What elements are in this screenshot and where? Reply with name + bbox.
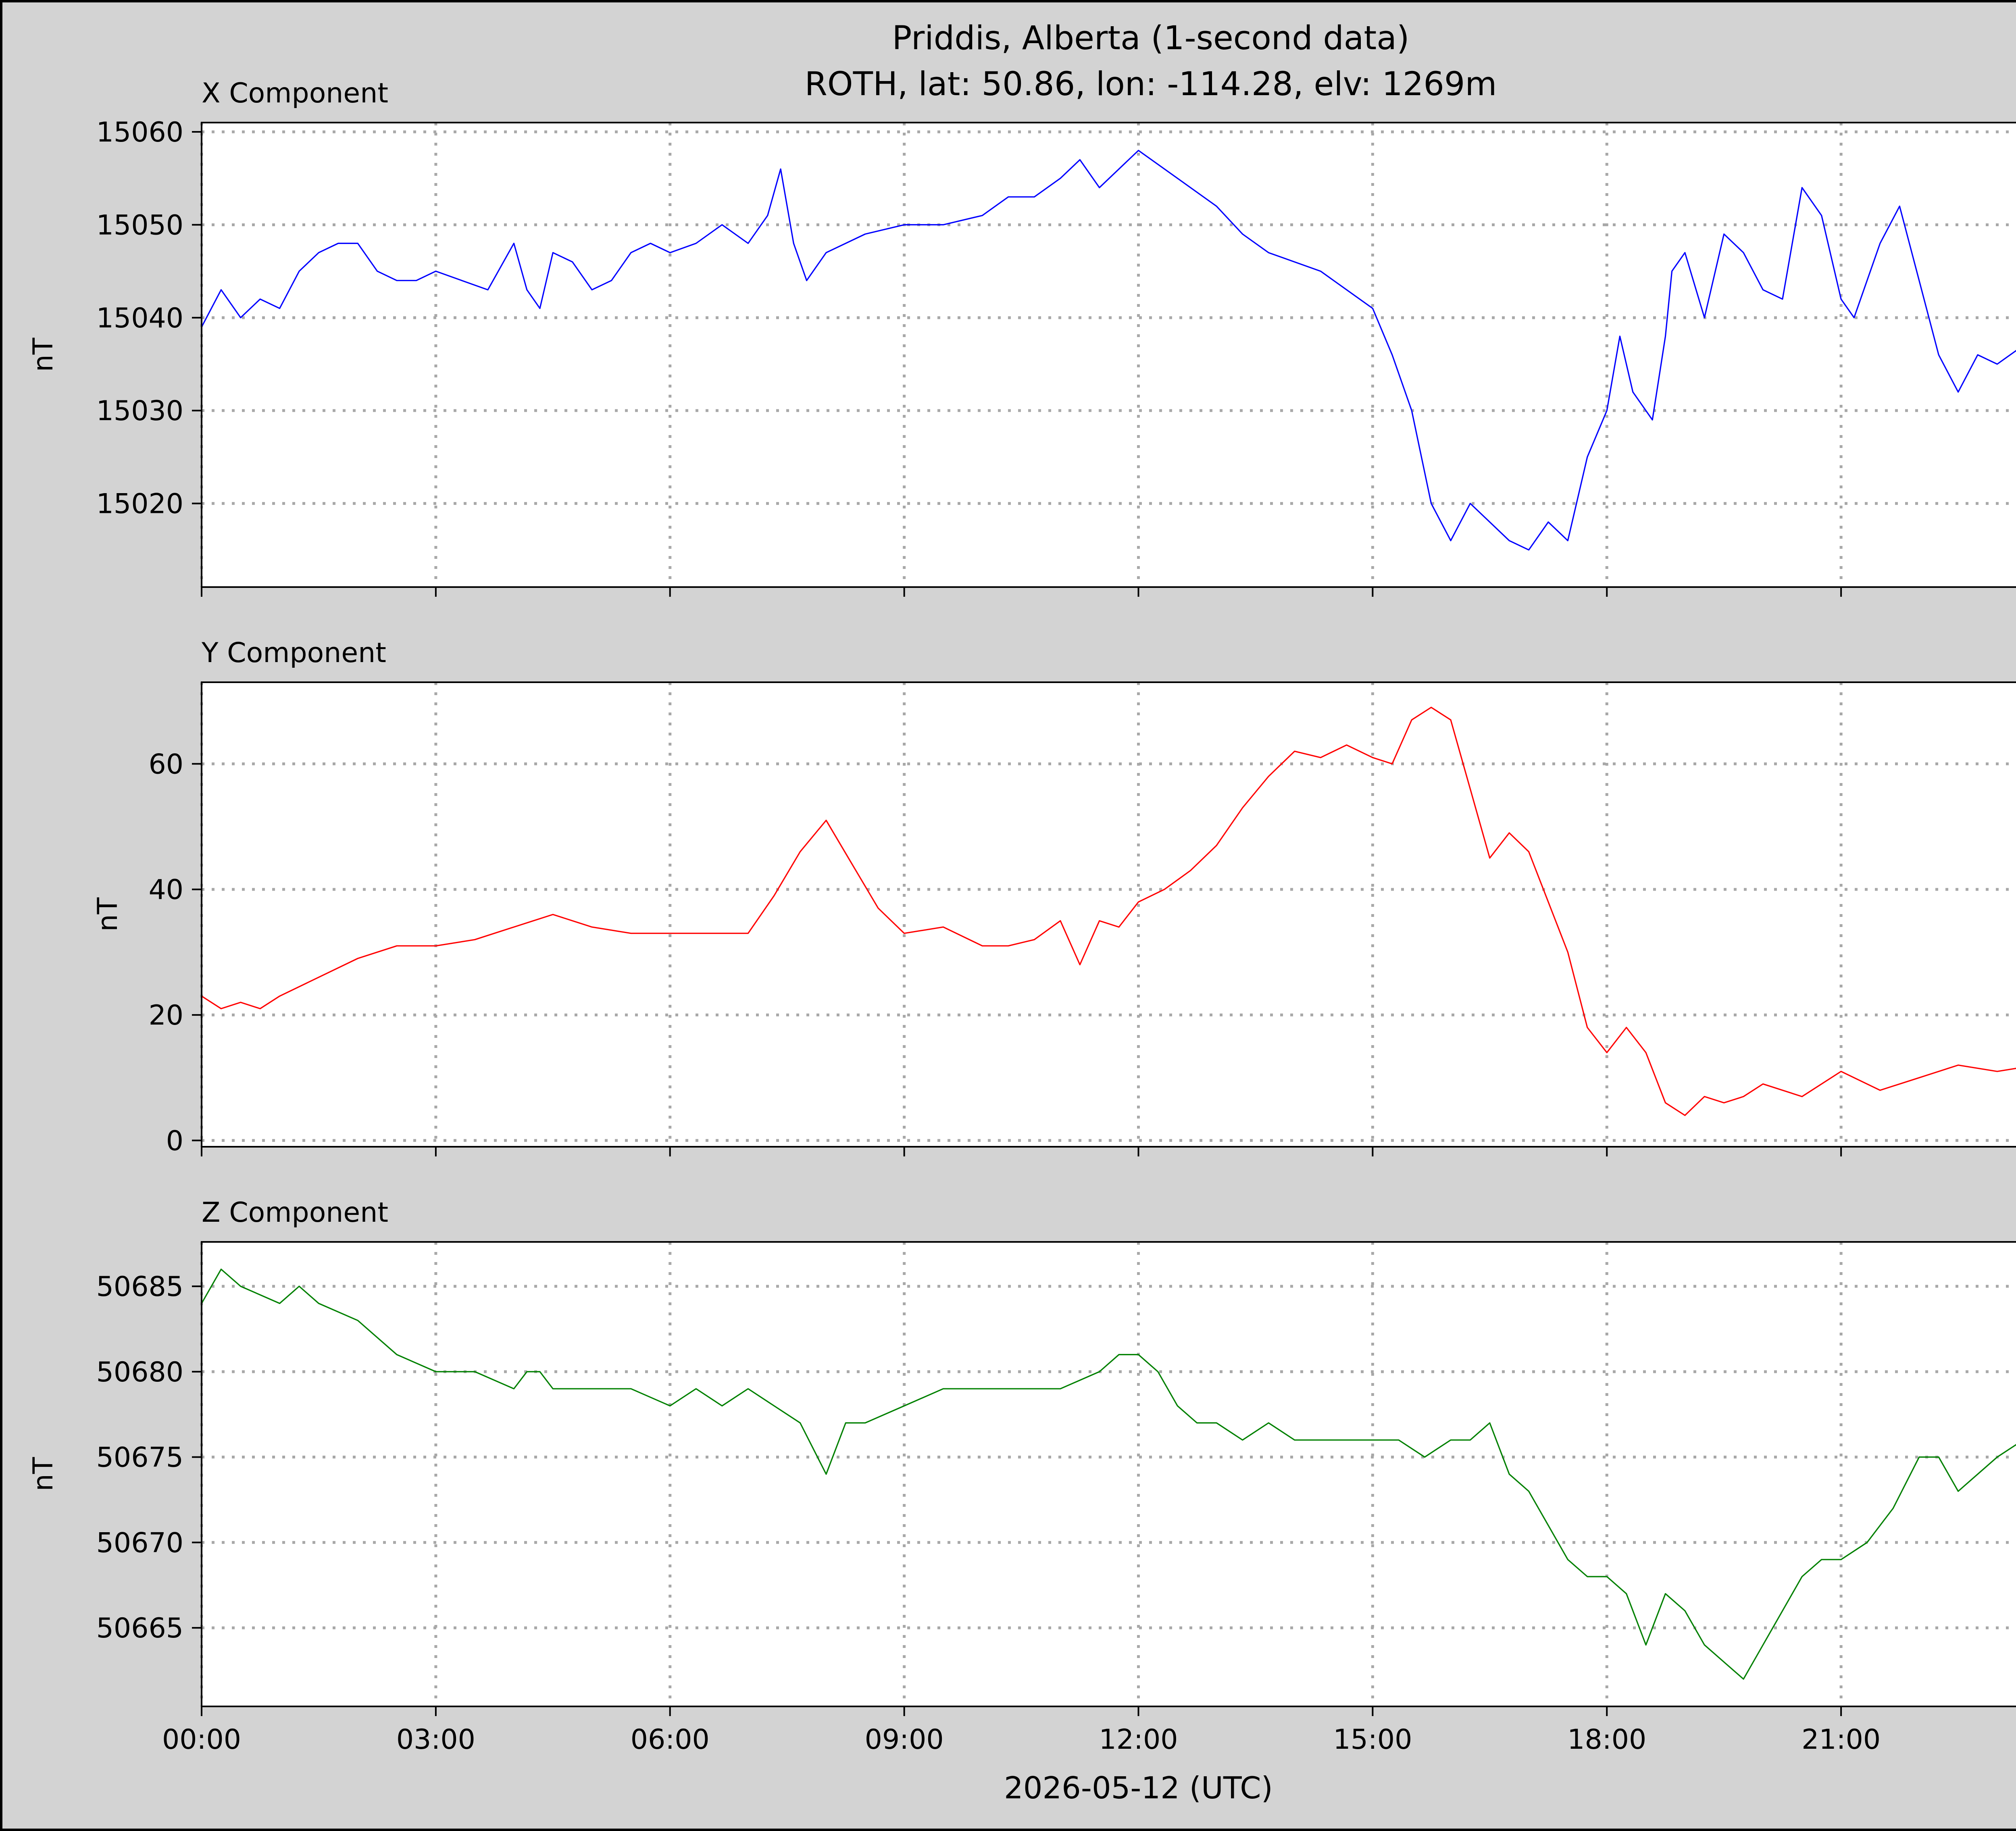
series-line-z-component bbox=[201, 1269, 2016, 1680]
figure-title-line2: ROTH, lat: 50.86, lon: -114.28, elv: 126… bbox=[805, 65, 1497, 103]
x-tick-label: 15:00 bbox=[1333, 1724, 1412, 1756]
y-tick-label: 50675 bbox=[96, 1442, 183, 1474]
x-tick-label: 06:00 bbox=[631, 1724, 710, 1756]
y-tick-label: 0 bbox=[166, 1125, 183, 1157]
x-axis-label: 2026-05-12 (UTC) bbox=[1004, 1770, 1273, 1806]
series-line-x-component bbox=[201, 150, 2016, 551]
panel-1: 15020 15030 15040 15050 15060 X Component nT bbox=[27, 77, 2016, 597]
x-tick-label: 12:00 bbox=[1099, 1724, 1178, 1756]
series-line-y-component bbox=[201, 706, 2016, 1116]
plot-area bbox=[202, 1242, 2016, 1706]
y-tick-label: 50680 bbox=[96, 1356, 183, 1388]
y-tick-label: 15060 bbox=[96, 117, 183, 148]
plot-frame bbox=[201, 681, 2016, 1148]
plot-frame bbox=[201, 122, 2016, 588]
panel-title: X Component bbox=[202, 77, 388, 109]
y-tick-label: 15050 bbox=[96, 209, 183, 241]
y-tick-label: 15020 bbox=[96, 488, 183, 520]
y-tick-label: 20 bbox=[148, 1000, 183, 1031]
panels: 15020 15030 15040 15050 15060 X Component nT 0 2… bbox=[27, 77, 2016, 1806]
panel-2: 0 20 40 60 Y Component nT bbox=[92, 637, 2016, 1157]
panel-title: Y Component bbox=[201, 637, 386, 669]
plot-frame bbox=[201, 1241, 2016, 1707]
y-tick-label: 15040 bbox=[96, 302, 183, 334]
y-tick-label: 50665 bbox=[96, 1612, 183, 1644]
x-tick-label: 03:00 bbox=[396, 1724, 475, 1756]
plot-area bbox=[202, 682, 2016, 1147]
y-tick-label: 40 bbox=[148, 874, 183, 906]
y-axis-label: nT bbox=[27, 1457, 59, 1491]
panel-3: 00:00 03:00 06:00 09:00 12:00 15:00 18:00 21:00… bbox=[27, 1197, 2016, 1806]
y-tick-label: 15030 bbox=[96, 395, 183, 427]
x-tick-label: 00:00 bbox=[162, 1724, 241, 1756]
panel-title: Z Component bbox=[202, 1197, 388, 1229]
x-tick-label: 21:00 bbox=[1801, 1724, 1881, 1756]
y-axis-label: nT bbox=[27, 337, 59, 372]
y-tick-label: 60 bbox=[148, 748, 183, 780]
x-tick-label: 09:00 bbox=[865, 1724, 944, 1756]
y-tick-label: 50670 bbox=[96, 1527, 183, 1559]
figure-title-line1: Priddis, Alberta (1-second data) bbox=[892, 19, 1410, 57]
x-tick-label: 18:00 bbox=[1567, 1724, 1646, 1756]
y-tick-label: 50685 bbox=[96, 1271, 183, 1303]
plot-area bbox=[202, 123, 2016, 587]
y-axis-label: nT bbox=[92, 897, 124, 931]
